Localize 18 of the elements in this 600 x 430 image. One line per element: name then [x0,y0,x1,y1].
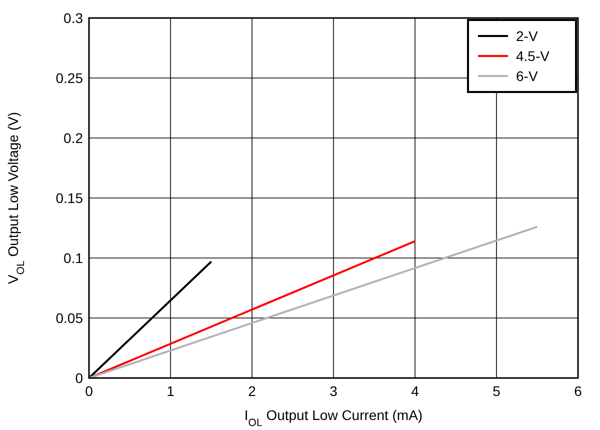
x-axis-title: I$_{OL}$ Output Low Current (mA) [244,407,423,429]
legend-label: 6-V [516,68,538,84]
legend-label: 2-V [516,28,538,44]
legend-label: 4.5-V [516,48,550,64]
x-tick-label: 4 [411,383,420,399]
y-tick-label: 0.15 [56,190,84,206]
x-tick-label: 0 [85,383,94,399]
x-tick-label: 6 [574,383,582,399]
y-tick-label: 0.2 [64,130,84,146]
x-tick-label: 5 [492,383,501,399]
x-tick-label: 2 [248,383,256,399]
y-tick-label: 0.05 [56,310,84,326]
y-tick-label: 0.1 [64,250,84,266]
y-tick-label: 0.25 [56,70,84,86]
x-tick-label: 1 [166,383,175,399]
x-tick-label: 3 [330,383,338,399]
y-tick-label: 0 [75,370,84,386]
y-tick-label: 0.3 [64,10,84,26]
